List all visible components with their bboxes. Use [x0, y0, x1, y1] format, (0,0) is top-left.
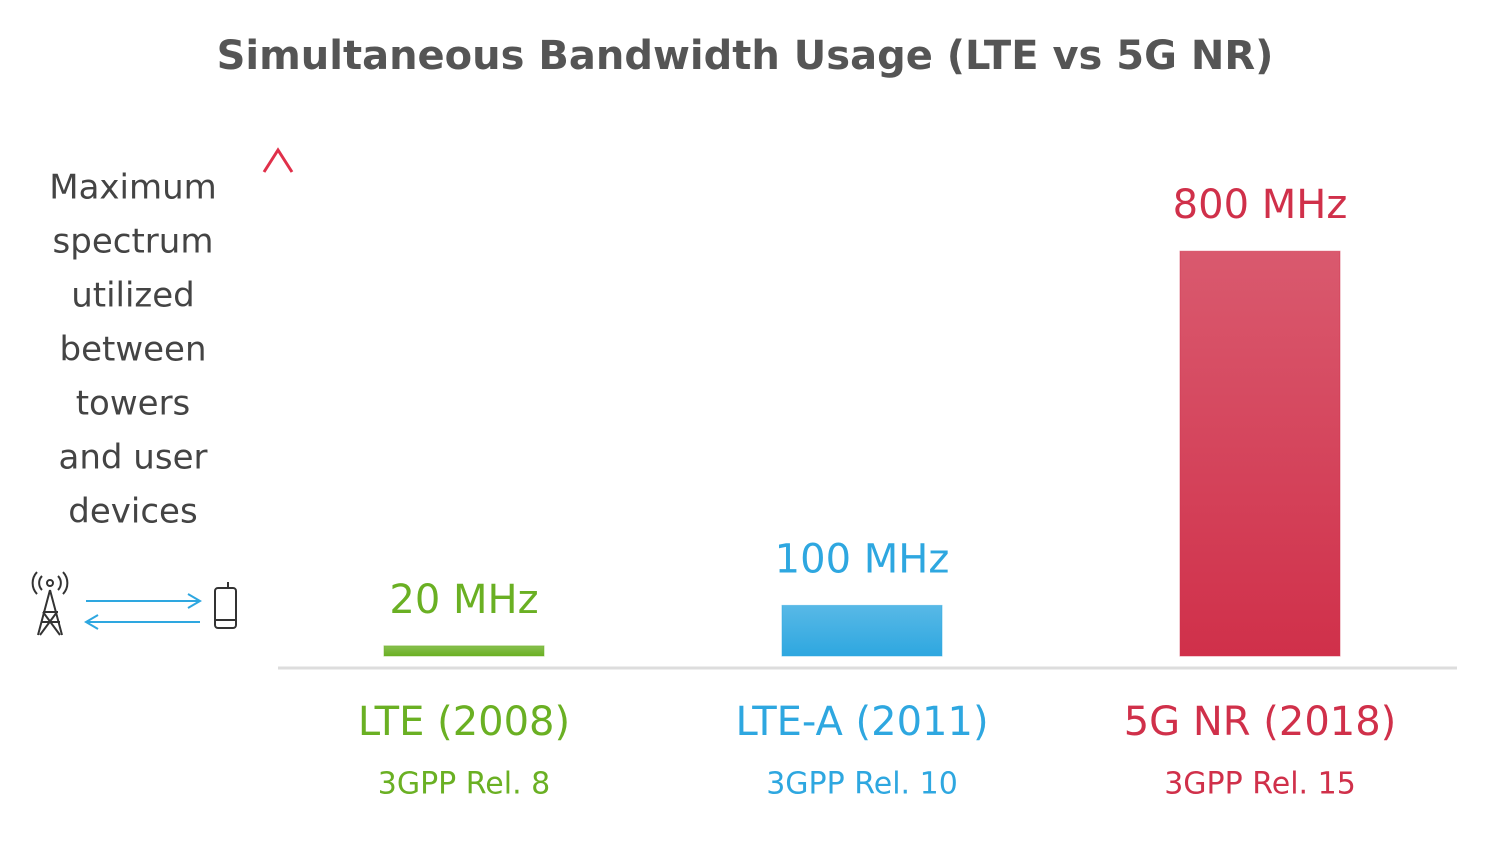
bar	[1179, 250, 1341, 657]
tower-icon	[31, 571, 69, 636]
y-axis-label: between	[59, 330, 206, 370]
y-axis-label: utilized	[71, 276, 195, 316]
value-label: 20 MHz	[389, 577, 538, 623]
y-axis-label: and user	[59, 438, 208, 478]
chart-title: Simultaneous Bandwidth Usage (LTE vs 5G …	[217, 33, 1274, 79]
phone-icon	[214, 582, 237, 629]
x-tick-sublabel: 3GPP Rel. 8	[378, 767, 551, 802]
y-axis-arrow	[262, 147, 294, 173]
y-axis-label: towers	[76, 384, 191, 424]
x-tick-label: 5G NR (2018)	[1124, 699, 1397, 745]
value-label: 100 MHz	[775, 536, 950, 582]
value-label: 800 MHz	[1173, 182, 1348, 228]
y-axis-label: spectrum	[53, 222, 214, 262]
y-axis-label: Maximum	[49, 168, 217, 208]
bar	[383, 645, 545, 657]
x-tick-label: LTE-A (2011)	[735, 699, 988, 745]
bar	[781, 604, 943, 657]
x-tick-sublabel: 3GPP Rel. 10	[766, 767, 958, 802]
arrows-icon	[84, 593, 202, 630]
x-tick-label: LTE (2008)	[358, 699, 570, 745]
x-tick-sublabel: 3GPP Rel. 15	[1164, 767, 1356, 802]
y-axis-label: devices	[68, 492, 197, 532]
